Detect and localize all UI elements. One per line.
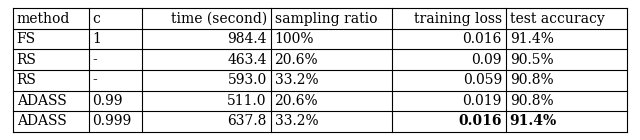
Text: ADASS: ADASS <box>17 94 67 108</box>
Text: 90.8%: 90.8% <box>509 94 554 108</box>
Text: 20.6%: 20.6% <box>275 94 318 108</box>
Text: method: method <box>17 12 70 26</box>
Text: -: - <box>93 73 97 87</box>
Text: training loss: training loss <box>414 12 502 26</box>
Text: 20.6%: 20.6% <box>275 53 318 67</box>
Text: time (second): time (second) <box>171 12 267 26</box>
Text: sampling ratio: sampling ratio <box>275 12 377 26</box>
Text: 91.4%: 91.4% <box>509 32 554 46</box>
Text: 1: 1 <box>93 32 101 46</box>
Text: c: c <box>93 12 100 26</box>
Text: -: - <box>93 53 97 67</box>
Text: 984.4: 984.4 <box>227 32 267 46</box>
Text: 463.4: 463.4 <box>227 53 267 67</box>
Text: RS: RS <box>17 53 36 67</box>
Text: 0.019: 0.019 <box>463 94 502 108</box>
Text: 0.99: 0.99 <box>93 94 123 108</box>
Text: ADASS: ADASS <box>17 114 67 128</box>
Text: test accuracy: test accuracy <box>509 12 604 26</box>
Text: 593.0: 593.0 <box>228 73 267 87</box>
Text: 100%: 100% <box>275 32 314 46</box>
Text: 0.09: 0.09 <box>472 53 502 67</box>
Text: 0.059: 0.059 <box>463 73 502 87</box>
Text: FS: FS <box>17 32 36 46</box>
Text: 637.8: 637.8 <box>227 114 267 128</box>
Text: 90.8%: 90.8% <box>509 73 554 87</box>
Text: 33.2%: 33.2% <box>275 73 318 87</box>
Text: 33.2%: 33.2% <box>275 114 318 128</box>
Text: 0.016: 0.016 <box>463 32 502 46</box>
Text: 511.0: 511.0 <box>227 94 267 108</box>
Text: 91.4%: 91.4% <box>509 114 557 128</box>
Text: 90.5%: 90.5% <box>509 53 554 67</box>
Text: 0.999: 0.999 <box>93 114 132 128</box>
Text: RS: RS <box>17 73 36 87</box>
Text: 0.016: 0.016 <box>458 114 502 128</box>
